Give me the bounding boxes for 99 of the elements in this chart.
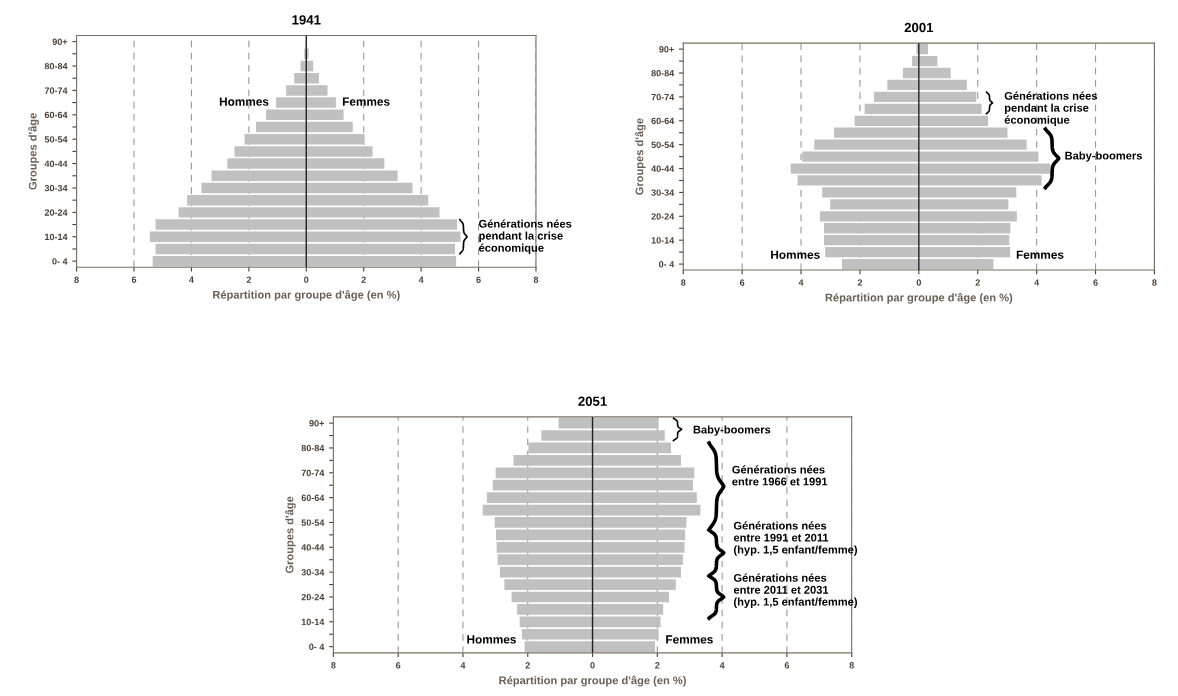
y-axis-title: Groupes d'âge bbox=[28, 113, 39, 190]
y-tick-label: 20-24 bbox=[44, 209, 68, 216]
chart-title: 1941 bbox=[292, 15, 321, 25]
bar bbox=[918, 127, 1008, 138]
series-label: Femmes bbox=[342, 97, 390, 106]
x-tick-label: 8 bbox=[331, 662, 336, 669]
x-tick-label: 4 bbox=[418, 276, 424, 283]
y-tick-label: 80-84 bbox=[301, 444, 325, 452]
bar bbox=[854, 115, 919, 126]
y-tick-label: 30-34 bbox=[44, 184, 68, 192]
x-tick-label: 2 bbox=[655, 662, 660, 669]
annotation: Générations nées pendant la crise économique bbox=[479, 219, 572, 254]
annotation: Baby-boomers bbox=[1065, 151, 1142, 162]
bar bbox=[864, 103, 919, 114]
x-tick-label: 4 bbox=[719, 662, 725, 669]
bar bbox=[874, 91, 919, 103]
x-tick-label: 4 bbox=[189, 276, 194, 283]
bar bbox=[918, 115, 989, 126]
y-tick-label: 10-14 bbox=[301, 618, 325, 626]
series-label: Hommes bbox=[219, 97, 269, 106]
y-tick-label: 90+ bbox=[659, 46, 674, 53]
x-tick-label: 0 bbox=[304, 276, 309, 283]
x-tick-label: 6 bbox=[476, 276, 481, 283]
x-tick-label: 6 bbox=[131, 276, 137, 283]
bar bbox=[825, 247, 919, 258]
x-tick-label: 6 bbox=[784, 662, 790, 669]
bar bbox=[918, 91, 977, 103]
bar bbox=[918, 67, 951, 79]
y-tick-label: 70-74 bbox=[651, 93, 675, 101]
bar bbox=[824, 235, 919, 246]
bar bbox=[824, 223, 919, 234]
y-tick-label: 0- 4 bbox=[309, 643, 325, 650]
x-tick-label: 6 bbox=[739, 279, 745, 286]
y-tick-label: 20-24 bbox=[651, 213, 675, 220]
y-tick-label: 40-44 bbox=[651, 165, 675, 172]
bar bbox=[918, 247, 1011, 258]
x-tick-label: 0 bbox=[916, 279, 921, 286]
y-tick-label: 10-14 bbox=[45, 233, 68, 241]
x-tick-label: 8 bbox=[533, 276, 539, 283]
bar bbox=[918, 258, 994, 270]
x-axis-title: Répartition par groupe d'âge (en %) bbox=[499, 675, 686, 687]
annotation: Baby-boomers bbox=[693, 425, 771, 436]
x-tick-label: 2 bbox=[361, 276, 366, 283]
y-tick-label: 90+ bbox=[309, 420, 324, 427]
x-tick-label: 2 bbox=[246, 276, 251, 283]
y-tick-label: 80-84 bbox=[44, 62, 68, 70]
annotation: Générations nées entre 2011 et 2031 (hyp. 1,5 enfant/femme) bbox=[733, 573, 857, 608]
series-label: Hommes bbox=[771, 250, 820, 259]
series-label: Hommes bbox=[467, 635, 516, 644]
y-tick-label: 40-44 bbox=[44, 160, 68, 167]
x-tick-label: 6 bbox=[395, 662, 401, 669]
x-tick-label: 0 bbox=[590, 662, 595, 669]
y-tick-label: 60-64 bbox=[301, 494, 325, 501]
x-axis-title: Répartition par groupe d'âge (en %) bbox=[825, 293, 1013, 304]
x-tick-label: 8 bbox=[681, 279, 686, 286]
y-tick-label: 20-24 bbox=[301, 593, 325, 601]
y-tick-label: 80-84 bbox=[651, 69, 675, 77]
y-tick-label: 90+ bbox=[52, 38, 68, 45]
x-tick-label: 4 bbox=[1034, 279, 1040, 286]
bar bbox=[918, 235, 1010, 246]
bar bbox=[887, 79, 919, 91]
annotation: Générations nées pendant la crise économique bbox=[1004, 91, 1098, 127]
x-tick-label: 6 bbox=[1093, 279, 1098, 286]
y-tick-label: 0- 4 bbox=[52, 258, 68, 265]
y-tick-label: 30-34 bbox=[301, 569, 325, 576]
y-axis-title: Groupes d'âge bbox=[634, 118, 646, 195]
x-tick-label: 2 bbox=[975, 279, 980, 286]
bar bbox=[918, 223, 1011, 234]
x-axis-title: Répartition par groupe d'âge (en %) bbox=[213, 290, 400, 301]
y-axis-title: Groupes d'âge bbox=[285, 496, 296, 574]
x-tick-label: 8 bbox=[1152, 279, 1157, 286]
y-tick-label: 0- 4 bbox=[659, 261, 675, 268]
x-tick-label: 2 bbox=[525, 662, 530, 669]
y-tick-label: 60-64 bbox=[44, 111, 68, 119]
chart-title: 2001 bbox=[904, 22, 934, 33]
x-tick-label: 8 bbox=[849, 662, 854, 669]
y-tick-label: 70-74 bbox=[44, 87, 68, 94]
x-tick-label: 4 bbox=[460, 662, 466, 669]
y-tick-label: 50-54 bbox=[651, 141, 675, 149]
y-tick-label: 60-64 bbox=[651, 117, 675, 125]
bar bbox=[918, 79, 967, 91]
series-label: Femmes bbox=[666, 635, 713, 644]
bar bbox=[902, 67, 919, 79]
y-tick-label: 50-54 bbox=[301, 519, 325, 526]
x-tick-label: 4 bbox=[798, 279, 804, 286]
y-tick-label: 40-44 bbox=[301, 544, 325, 551]
y-tick-label: 70-74 bbox=[301, 469, 325, 477]
x-tick-label: 8 bbox=[74, 276, 79, 283]
x-tick-label: 2 bbox=[857, 279, 863, 286]
y-tick-label: 30-34 bbox=[651, 189, 675, 196]
bar bbox=[841, 258, 919, 270]
chart-title: 2051 bbox=[578, 396, 607, 406]
series-label: Femmes bbox=[1016, 250, 1064, 259]
y-tick-label: 10-14 bbox=[651, 237, 675, 244]
annotation: Générations nées entre 1991 et 2011 (hyp. 1,5 enfant/femme) bbox=[733, 521, 857, 556]
bar bbox=[918, 103, 982, 114]
y-tick-label: 50-54 bbox=[44, 136, 68, 143]
annotation: Générations nées entre 1966 et 1991 bbox=[732, 465, 828, 486]
bar bbox=[834, 127, 919, 138]
